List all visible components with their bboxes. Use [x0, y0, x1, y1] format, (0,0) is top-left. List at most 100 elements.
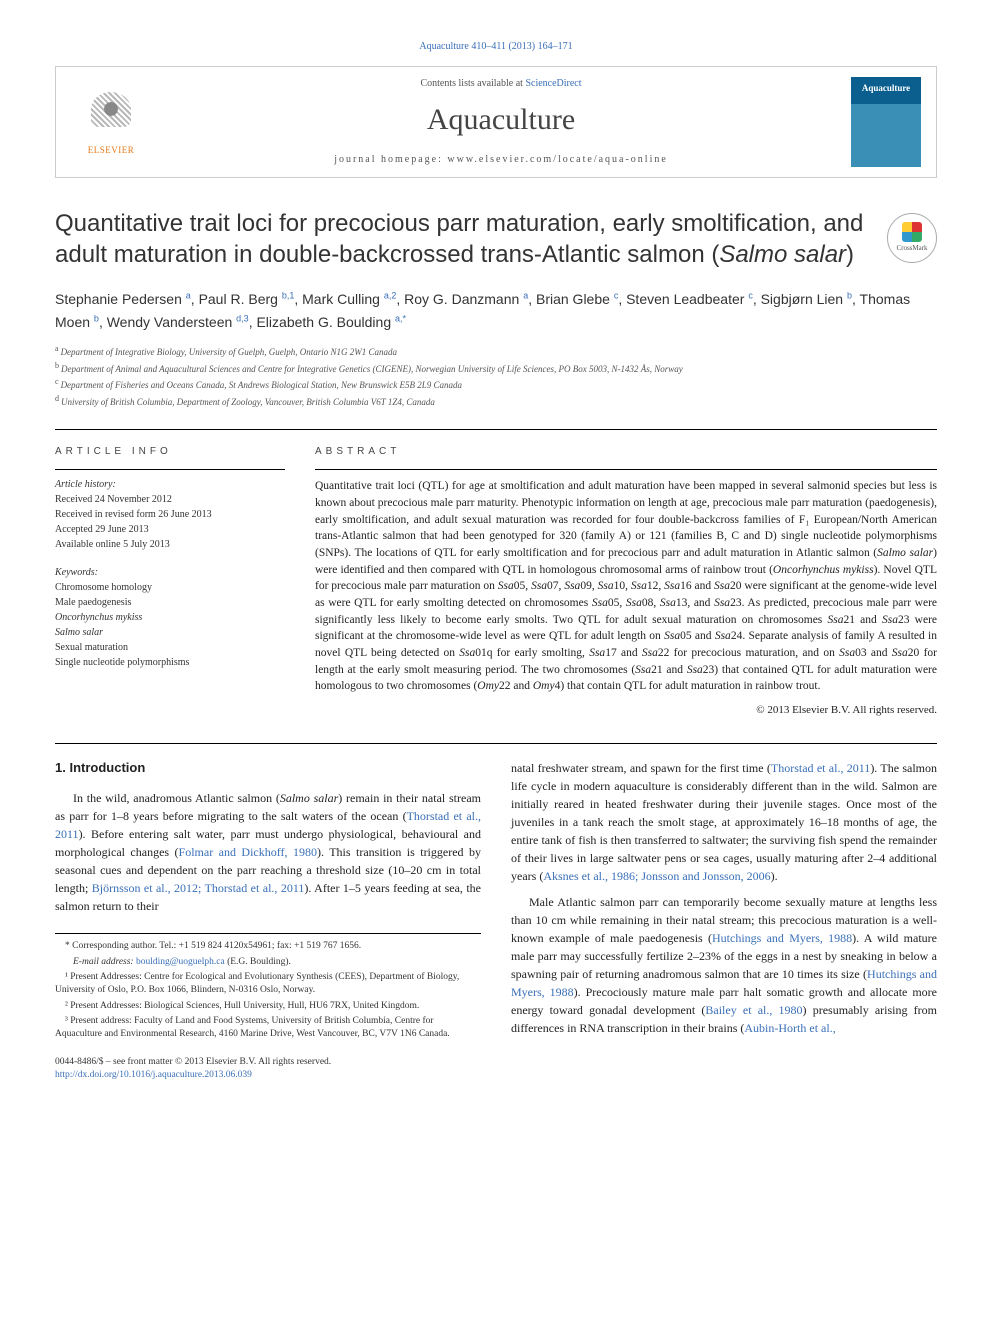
- body-col-left: 1. Introduction In the wild, anadromous …: [55, 759, 481, 1082]
- authors-list: Stephanie Pedersen a, Paul R. Berg b,1, …: [55, 288, 937, 333]
- affiliation: c Department of Fisheries and Oceans Can…: [55, 376, 937, 393]
- footnote-1: ¹ Present Addresses: Centre for Ecologic…: [55, 971, 481, 998]
- affiliation: b Department of Animal and Aquacultural …: [55, 360, 937, 377]
- crossmark-label: CrossMark: [896, 244, 927, 254]
- author: Mark Culling a,2: [302, 291, 396, 307]
- history-line: Available online 5 July 2013: [55, 537, 285, 552]
- footer-info: 0044-8486/$ – see front matter © 2013 El…: [55, 1056, 481, 1083]
- title-species: Salmo salar: [719, 241, 846, 268]
- author-sup: d,3: [236, 313, 249, 323]
- title-row: Quantitative trait loci for precocious p…: [55, 208, 937, 270]
- author-sup: a: [523, 291, 528, 301]
- header-center: Contents lists available at ScienceDirec…: [151, 77, 851, 167]
- affiliation: d University of British Columbia, Depart…: [55, 393, 937, 410]
- citation[interactable]: Hutchings and Myers, 1988: [511, 967, 937, 999]
- crossmark-badge[interactable]: CrossMark: [887, 213, 937, 263]
- homepage-prefix: journal homepage:: [334, 154, 447, 165]
- affiliations-list: a Department of Integrative Biology, Uni…: [55, 343, 937, 409]
- history-label: Article history:: [55, 478, 285, 492]
- divider-top: [55, 429, 937, 430]
- history-line: Received in revised form 26 June 2013: [55, 507, 285, 522]
- author: Paul R. Berg b,1: [199, 291, 295, 307]
- citation[interactable]: Bailey et al., 1980: [705, 1003, 802, 1017]
- intro-heading: 1. Introduction: [55, 759, 481, 777]
- abstract-copyright: © 2013 Elsevier B.V. All rights reserved…: [315, 703, 937, 718]
- abstract-text: Quantitative trait loci (QTL) for age at…: [315, 478, 937, 695]
- email-suffix: (E.G. Boulding).: [225, 957, 291, 967]
- author: Brian Glebe c: [536, 291, 618, 307]
- keyword: Chromosome homology: [55, 580, 285, 595]
- title-part3: ): [846, 241, 854, 268]
- abstract: ABSTRACT Quantitative trait loci (QTL) f…: [315, 445, 937, 718]
- elsevier-tree-icon: [81, 87, 141, 142]
- sciencedirect-link[interactable]: ScienceDirect: [525, 78, 581, 89]
- doi-link[interactable]: http://dx.doi.org/10.1016/j.aquaculture.…: [55, 1070, 252, 1080]
- author-sup: a: [186, 291, 191, 301]
- corresponding-note: * Corresponding author. Tel.: +1 519 824…: [55, 940, 481, 953]
- publisher-name: ELSEVIER: [88, 144, 135, 157]
- body-col-right: natal freshwater stream, and spawn for t…: [511, 759, 937, 1082]
- journal-cover-thumbnail: Aquaculture: [851, 77, 921, 167]
- keyword: Single nucleotide polymorphisms: [55, 655, 285, 670]
- keyword: Male paedogenesis: [55, 595, 285, 610]
- footnotes: * Corresponding author. Tel.: +1 519 824…: [55, 933, 481, 1041]
- intro-p1-cont: natal freshwater stream, and spawn for t…: [511, 759, 937, 885]
- author: Roy G. Danzmann a: [404, 291, 528, 307]
- article-title: Quantitative trait loci for precocious p…: [55, 208, 867, 270]
- keyword: Oncorhynchus mykiss: [55, 610, 285, 625]
- history-line: Received 24 November 2012: [55, 492, 285, 507]
- citation[interactable]: Björnsson et al., 2012; Thorstad et al.,…: [92, 881, 305, 895]
- intro-p1: In the wild, anadromous Atlantic salmon …: [55, 789, 481, 915]
- author-sup: b,1: [282, 291, 295, 301]
- author-sup: a,2: [384, 291, 397, 301]
- homepage-url[interactable]: www.elsevier.com/locate/aqua-online: [447, 154, 667, 165]
- contents-prefix: Contents lists available at: [420, 78, 525, 89]
- article-info-heading: ARTICLE INFO: [55, 445, 285, 459]
- author: Sigbjørn Lien b: [761, 291, 852, 307]
- journal-homepage: journal homepage: www.elsevier.com/locat…: [151, 153, 851, 167]
- article-info: ARTICLE INFO Article history: Received 2…: [55, 445, 285, 718]
- keywords-label: Keywords:: [55, 566, 285, 580]
- footnote-3: ³ Present address: Faculty of Land and F…: [55, 1015, 481, 1042]
- divider-bottom: [55, 743, 937, 744]
- info-divider-1: [55, 469, 285, 470]
- citation[interactable]: Aubin-Horth et al.,: [744, 1021, 835, 1035]
- issn-line: 0044-8486/$ – see front matter © 2013 El…: [55, 1056, 481, 1069]
- cover-label: Aquaculture: [862, 82, 910, 95]
- abstract-heading: ABSTRACT: [315, 445, 937, 459]
- author-sup: c: [748, 291, 753, 301]
- elsevier-logo: ELSEVIER: [71, 82, 151, 162]
- body-columns: 1. Introduction In the wild, anadromous …: [55, 759, 937, 1082]
- author-sup: b: [847, 291, 852, 301]
- author: Stephanie Pedersen a: [55, 291, 191, 307]
- info-abstract-row: ARTICLE INFO Article history: Received 2…: [55, 445, 937, 718]
- article-history: Article history: Received 24 November 20…: [55, 478, 285, 552]
- abstract-divider: [315, 469, 937, 470]
- journal-header: ELSEVIER Contents lists available at Sci…: [55, 66, 937, 178]
- author: Steven Leadbeater c: [626, 291, 753, 307]
- citation[interactable]: Hutchings and Myers, 1988: [712, 931, 852, 945]
- intro-p2: Male Atlantic salmon parr can temporaril…: [511, 893, 937, 1037]
- author-sup: b: [94, 313, 99, 323]
- citation[interactable]: Folmar and Dickhoff, 1980: [179, 845, 317, 859]
- email-line: E-mail address: boulding@uoguelph.ca (E.…: [55, 956, 481, 969]
- history-line: Accepted 29 June 2013: [55, 522, 285, 537]
- citation[interactable]: Thorstad et al., 2011: [55, 809, 481, 841]
- author-sup: c: [614, 291, 619, 301]
- citation[interactable]: Aksnes et al., 1986; Jonsson and Jonsson…: [543, 869, 770, 883]
- page-container: Aquaculture 410–411 (2013) 164–171 ELSEV…: [0, 0, 992, 1112]
- author: Wendy Vandersteen d,3: [107, 314, 249, 330]
- email-address[interactable]: boulding@uoguelph.ca: [136, 957, 225, 967]
- affiliation: a Department of Integrative Biology, Uni…: [55, 343, 937, 360]
- journal-name: Aquaculture: [151, 99, 851, 141]
- keywords-section: Keywords: Chromosome homologyMale paedog…: [55, 566, 285, 670]
- contents-line: Contents lists available at ScienceDirec…: [151, 77, 851, 91]
- citation[interactable]: Thorstad et al., 2011: [771, 761, 870, 775]
- crossmark-icon: [902, 222, 922, 242]
- footnote-2: ² Present Addresses: Biological Sciences…: [55, 1000, 481, 1013]
- author: Elizabeth G. Boulding a,*: [256, 314, 406, 330]
- email-label: E-mail address:: [73, 957, 136, 967]
- keyword: Salmo salar: [55, 625, 285, 640]
- author-sup: a,*: [395, 313, 406, 323]
- keyword: Sexual maturation: [55, 640, 285, 655]
